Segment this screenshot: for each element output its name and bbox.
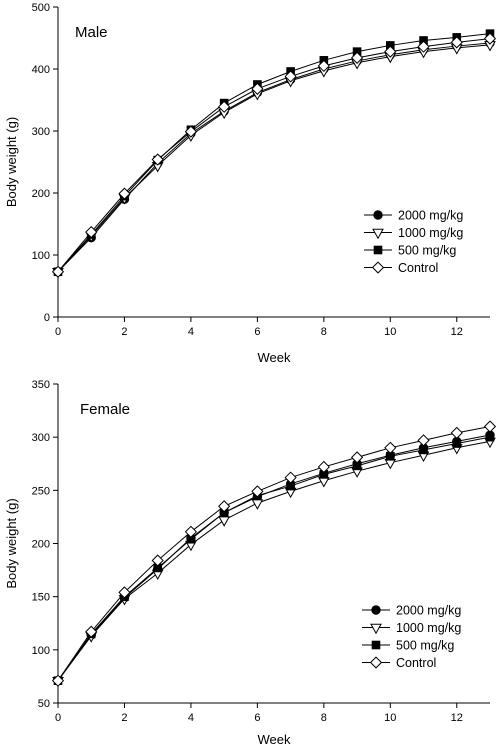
x-tick-label: 12 [451, 712, 463, 724]
data-point [350, 51, 364, 64]
x-tick-label: 6 [254, 712, 260, 724]
legend-entry: 1000 mg/kg [398, 226, 463, 240]
y-tick-label: 200 [32, 188, 50, 200]
data-point [218, 100, 231, 113]
data-point [350, 451, 364, 464]
y-tick-label: 350 [32, 379, 50, 391]
data-point [452, 439, 462, 448]
legend-marker [373, 210, 383, 220]
data-point [151, 554, 164, 567]
y-tick-label: 100 [32, 250, 50, 262]
panel-label: Male [75, 24, 108, 41]
data-point [184, 525, 198, 538]
data-point [118, 187, 131, 200]
data-point [483, 32, 497, 45]
legend-entry: 2000 mg/kg [396, 604, 461, 618]
panel-label: Female [80, 401, 130, 418]
y-tick-label: 300 [32, 126, 50, 138]
data-point [251, 82, 264, 95]
data-point [483, 420, 497, 433]
data-point [284, 70, 297, 83]
x-tick-label: 8 [321, 326, 327, 338]
data-point [417, 40, 430, 53]
x-axis-title: Week [258, 350, 291, 365]
data-point [218, 516, 231, 527]
y-tick-label: 300 [32, 432, 50, 444]
x-tick-label: 6 [254, 326, 260, 338]
x-tick-label: 12 [451, 326, 463, 338]
data-point [218, 500, 231, 513]
legend-marker [372, 228, 384, 240]
x-tick-label: 2 [121, 326, 127, 338]
data-point [384, 45, 397, 58]
data-point [151, 153, 164, 166]
legend-entry: 2000 mg/kg [398, 209, 463, 223]
series-line-4 [57, 426, 491, 681]
data-point [450, 36, 463, 49]
y-tick-label: 150 [32, 592, 50, 604]
y-axis-title: Body weight (g) [4, 117, 19, 207]
x-tick-label: 0 [55, 326, 61, 338]
y-tick-label: 100 [32, 645, 50, 657]
data-point [85, 225, 98, 239]
data-point [184, 125, 198, 138]
data-point [85, 625, 98, 638]
y-tick-label: 0 [44, 312, 50, 324]
y-tick-label: 50 [38, 698, 50, 710]
y-tick-label: 200 [32, 539, 50, 551]
data-point [384, 441, 397, 454]
y-tick-label: 500 [32, 2, 50, 14]
legend-marker [371, 261, 385, 274]
x-tick-label: 10 [384, 712, 396, 724]
legend-entry: 500 mg/kg [398, 244, 456, 258]
x-axis-title: Week [258, 732, 291, 747]
legend-entry: 500 mg/kg [396, 639, 454, 653]
legend-entry: Control [398, 261, 438, 275]
data-point [251, 485, 264, 498]
x-tick-label: 2 [121, 712, 127, 724]
chart-panel-1: 0 2 4 6 8 10 12 0 100 200 300 400 500 Week Body weight… [4, 2, 497, 365]
legend-entry: Control [396, 656, 436, 670]
data-point [51, 265, 65, 278]
series-line-4 [57, 38, 491, 273]
legend-marker [373, 245, 383, 255]
series-line-2 [57, 44, 491, 273]
data-point [485, 432, 495, 442]
legend-marker [371, 605, 381, 615]
data-point [450, 426, 463, 440]
series-line-2 [57, 440, 491, 681]
x-tick-label: 4 [188, 712, 194, 724]
x-tick-label: 4 [188, 326, 194, 338]
legend-marker [371, 640, 381, 650]
y-tick-label: 250 [32, 485, 50, 497]
series-line-3 [57, 33, 491, 273]
legend-marker [369, 656, 383, 669]
data-point [284, 471, 297, 484]
y-tick-label: 400 [32, 64, 50, 76]
data-point [51, 674, 65, 687]
y-axis-title: Body weight (g) [4, 498, 19, 588]
chart-panel-2: 0 2 4 6 8 10 12 50 100 150 200 250 300 350 Week Body we… [4, 379, 497, 747]
data-point [317, 59, 330, 73]
data-point [317, 460, 330, 474]
x-tick-label: 0 [55, 712, 61, 724]
data-point [417, 434, 430, 447]
x-tick-label: 10 [384, 326, 396, 338]
legend-marker [370, 623, 382, 635]
data-point [118, 586, 131, 599]
x-tick-label: 8 [321, 712, 327, 724]
data-point [419, 445, 428, 455]
legend-entry: 1000 mg/kg [396, 621, 461, 635]
